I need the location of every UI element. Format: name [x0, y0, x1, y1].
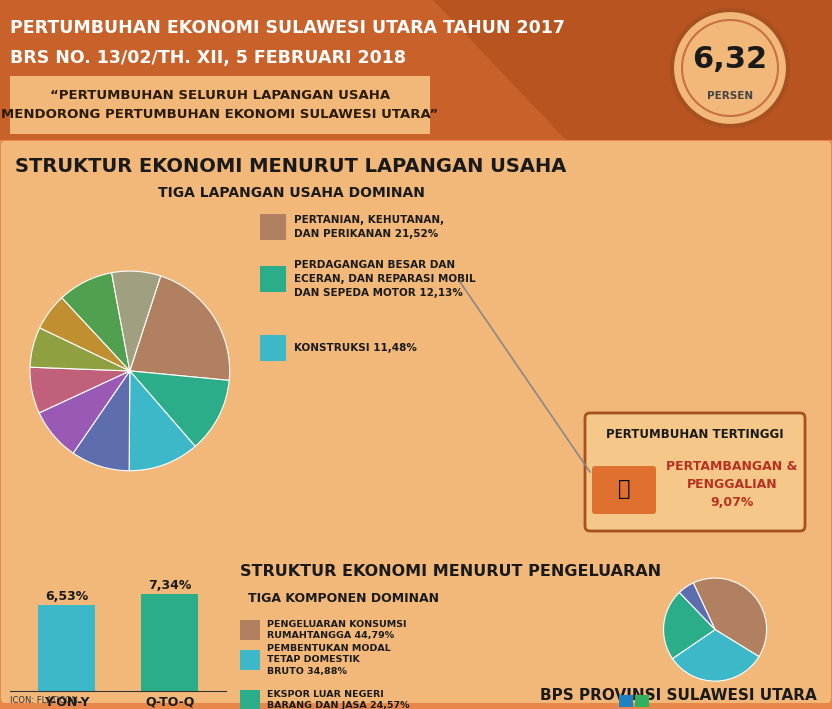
Polygon shape	[433, 0, 832, 140]
Wedge shape	[73, 371, 130, 471]
FancyBboxPatch shape	[1, 552, 831, 703]
Text: BRS NO. 13/02/TH. XII, 5 FEBRUARI 2018: BRS NO. 13/02/TH. XII, 5 FEBRUARI 2018	[10, 49, 406, 67]
FancyBboxPatch shape	[635, 695, 649, 707]
Wedge shape	[130, 276, 230, 380]
Text: 6,53%: 6,53%	[45, 590, 88, 603]
Text: PEMBENTUKAN MODAL
TETAP DOMESTIK
BRUTO 34,88%: PEMBENTUKAN MODAL TETAP DOMESTIK BRUTO 3…	[267, 644, 391, 676]
Text: PERSEN: PERSEN	[707, 91, 753, 101]
Bar	[260, 214, 286, 240]
Wedge shape	[111, 271, 161, 371]
Text: TIGA LAPANGAN USAHA DOMINAN: TIGA LAPANGAN USAHA DOMINAN	[158, 186, 424, 200]
FancyBboxPatch shape	[592, 466, 656, 514]
Text: PERTAMBANGAN &
PENGGALIAN
9,07%: PERTAMBANGAN & PENGGALIAN 9,07%	[666, 459, 798, 508]
FancyBboxPatch shape	[585, 413, 805, 531]
Wedge shape	[672, 630, 759, 681]
Text: PERDAGANGAN BESAR DAN
ECERAN, DAN REPARASI MOBIL
DAN SEPEDA MOTOR 12,13%: PERDAGANGAN BESAR DAN ECERAN, DAN REPARA…	[294, 260, 476, 298]
FancyBboxPatch shape	[1, 141, 831, 560]
Text: 6,32: 6,32	[692, 45, 768, 74]
Text: ICON: FLATICON: ICON: FLATICON	[10, 696, 78, 705]
Circle shape	[672, 10, 788, 126]
Bar	[260, 335, 286, 361]
FancyBboxPatch shape	[10, 76, 430, 134]
Wedge shape	[62, 273, 130, 371]
Bar	[0, 0, 832, 140]
Wedge shape	[39, 371, 130, 453]
Bar	[240, 620, 260, 640]
Text: EKSPOR LUAR NEGERI
BARANG DAN JASA 24,57%: EKSPOR LUAR NEGERI BARANG DAN JASA 24,57…	[267, 690, 409, 709]
Text: “PERTUMBUHAN SELURUH LAPANGAN USAHA
MENDORONG PERTUMBUHAN EKONOMI SULAWESI UTARA: “PERTUMBUHAN SELURUH LAPANGAN USAHA MEND…	[2, 89, 438, 121]
Wedge shape	[129, 371, 196, 471]
Bar	[260, 266, 286, 292]
Text: PENGELUARAN KONSUMSI
RUMAHTANGGA 44,79%: PENGELUARAN KONSUMSI RUMAHTANGGA 44,79%	[267, 620, 407, 640]
Wedge shape	[664, 593, 715, 659]
Bar	[38, 605, 95, 691]
Text: TIGA KOMPONEN DOMINAN: TIGA KOMPONEN DOMINAN	[248, 591, 439, 605]
Text: PERTUMBUHAN EKONOMI SULAWESI UTARA TAHUN 2017: PERTUMBUHAN EKONOMI SULAWESI UTARA TAHUN…	[10, 19, 565, 37]
Wedge shape	[680, 583, 715, 630]
Wedge shape	[30, 367, 130, 413]
Wedge shape	[130, 371, 229, 447]
Circle shape	[682, 20, 778, 116]
Text: KONSTRUKSI 11,48%: KONSTRUKSI 11,48%	[294, 343, 417, 353]
Text: STRUKTUR EKONOMI MENURUT PENGELUARAN: STRUKTUR EKONOMI MENURUT PENGELUARAN	[240, 564, 661, 579]
Text: BPS PROVINSI SULAWESI UTARA: BPS PROVINSI SULAWESI UTARA	[540, 688, 817, 703]
Text: 7,34%: 7,34%	[148, 579, 191, 593]
Text: PERTANIAN, KEHUTANAN,
DAN PERIKANAN 21,52%: PERTANIAN, KEHUTANAN, DAN PERIKANAN 21,5…	[294, 215, 444, 239]
Wedge shape	[30, 328, 130, 371]
Bar	[240, 650, 260, 670]
Text: PERTUMBUHAN TERTINGGI: PERTUMBUHAN TERTINGGI	[607, 428, 784, 440]
Bar	[141, 594, 198, 691]
Text: 🚛: 🚛	[617, 479, 631, 499]
FancyBboxPatch shape	[619, 695, 633, 707]
Bar	[240, 690, 260, 709]
Wedge shape	[693, 578, 766, 657]
Text: STRUKTUR EKONOMI MENURUT LAPANGAN USAHA: STRUKTUR EKONOMI MENURUT LAPANGAN USAHA	[15, 157, 567, 177]
Wedge shape	[40, 298, 130, 371]
